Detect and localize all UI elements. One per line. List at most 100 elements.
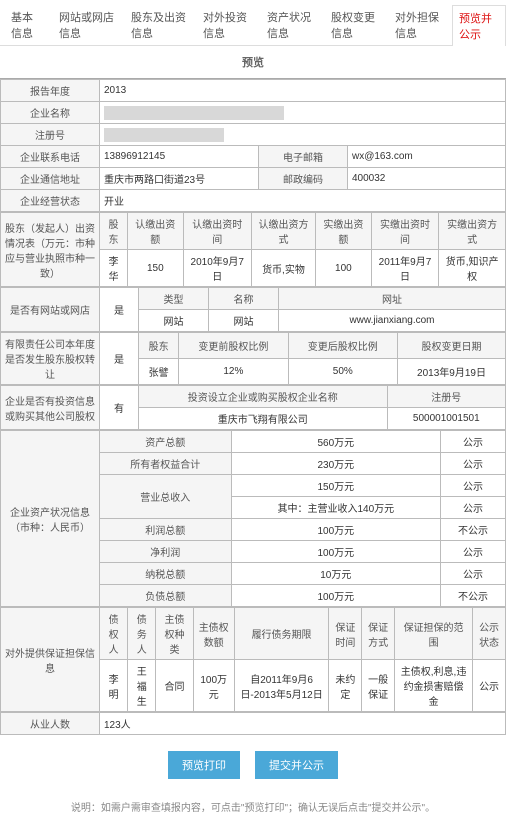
- tab-0[interactable]: 基本信息: [4, 4, 50, 45]
- guarantee-header: 对外提供保证担保信息: [1, 608, 100, 712]
- cell: 100: [316, 250, 372, 287]
- col: 公示状态: [473, 608, 506, 660]
- cell: 自2011年9月6日-2013年5月12日: [234, 660, 329, 712]
- preview-title: 预览: [0, 46, 506, 79]
- assets-row-pub: 公示: [441, 563, 506, 585]
- name-label: 企业名称: [1, 102, 100, 124]
- col: 主债权数额: [193, 608, 234, 660]
- assets-row-label: 纳税总额: [100, 563, 232, 585]
- assets-row-pub: 公示: [441, 431, 506, 453]
- cell: 150: [127, 250, 183, 287]
- col: 股权变更日期: [398, 333, 506, 359]
- col: 认缴出资时间: [183, 213, 251, 250]
- button-bar: 预览打印 提交并公示: [0, 735, 506, 795]
- col: 注册号: [387, 386, 505, 408]
- addr-label: 企业通信地址: [1, 168, 100, 190]
- cell: 网站: [139, 310, 209, 332]
- regno-label: 注册号: [1, 124, 100, 146]
- assets-row-pub: 公示: [441, 497, 506, 519]
- tab-1[interactable]: 网站或网店信息: [52, 4, 122, 45]
- assets-row-pub: 公示: [441, 541, 506, 563]
- col: 类型: [139, 288, 209, 310]
- assets-row-value: 560万元: [231, 431, 440, 453]
- col: 变更前股权比例: [179, 333, 288, 359]
- assets-row-pub: 公示: [441, 453, 506, 475]
- regno-blur: [104, 128, 224, 142]
- equity-header: 有限责任公司本年度是否发生股东股权转让: [1, 333, 100, 385]
- col: 股东: [139, 333, 179, 359]
- assets-header: 企业资产状况信息（市种：人民币）: [1, 431, 100, 607]
- people-value: 123人: [100, 713, 506, 735]
- tab-2[interactable]: 股东及出资信息: [124, 4, 194, 45]
- tab-7[interactable]: 预览并公示: [452, 5, 506, 46]
- zip-label: 邮政编码: [259, 168, 348, 190]
- col: 变更后股权比例: [288, 333, 397, 359]
- people-label: 从业人数: [1, 713, 100, 735]
- cell: 2010年9月7日: [183, 250, 251, 287]
- assets-row-value: 100万元: [231, 519, 440, 541]
- cell: 货币,知识产权: [439, 250, 506, 287]
- col: 债务人: [128, 608, 156, 660]
- phone-value: 13896912145: [100, 146, 259, 168]
- print-button[interactable]: 预览打印: [168, 751, 240, 779]
- cell: 500001001501: [387, 408, 505, 430]
- assets-row-label: 资产总额: [100, 431, 232, 453]
- cell: 李华: [100, 250, 128, 287]
- cell: 2011年9月7日: [371, 250, 438, 287]
- site-header: 是否有网站或网店: [1, 288, 100, 332]
- outinvest-header: 企业是否有投资信息或购买其他公司股权: [1, 386, 100, 430]
- cell: 主债权,利息,违约金损害赔偿金: [394, 660, 472, 712]
- submit-button[interactable]: 提交并公示: [255, 751, 338, 779]
- guarantee-table: 对外提供保证担保信息 债权人债务人主债权种类主债权数额履行债务期限保证时间保证方…: [0, 607, 506, 712]
- cell: 李明: [100, 660, 128, 712]
- assets-row-label: 营业总收入: [100, 475, 232, 519]
- tab-6[interactable]: 对外担保信息: [388, 4, 450, 45]
- col: 投资设立企业或购买股权企业名称: [139, 386, 388, 408]
- people-table: 从业人数123人: [0, 712, 506, 735]
- cell: 货币,实物: [251, 250, 315, 287]
- phone-label: 企业联系电话: [1, 146, 100, 168]
- cell: www.jianxiang.com: [278, 310, 505, 332]
- col: 名称: [208, 288, 278, 310]
- assets-row-pub: 不公示: [441, 585, 506, 607]
- col: 认缴出资额: [127, 213, 183, 250]
- cell: 合同: [156, 660, 193, 712]
- company-name-blur: [104, 106, 284, 120]
- tab-4[interactable]: 资产状况信息: [260, 4, 322, 45]
- assets-row-label: 利润总额: [100, 519, 232, 541]
- cell: 一般保证: [362, 660, 395, 712]
- assets-row-label: 所有者权益合计: [100, 453, 232, 475]
- addr-value: 重庆市两路口街道23号: [100, 168, 259, 190]
- col: 履行债务期限: [234, 608, 329, 660]
- site-value: 是: [100, 288, 139, 332]
- col: 实缴出资时间: [371, 213, 438, 250]
- cell: 王福生: [128, 660, 156, 712]
- equity-table: 有限责任公司本年度是否发生股东股权转让是 股东变更前股权比例变更后股权比例股权变…: [0, 332, 506, 385]
- assets-row-pub: 不公示: [441, 519, 506, 541]
- col: 网址: [278, 288, 505, 310]
- cell: 50%: [288, 359, 397, 385]
- cell: 重庆市飞翔有限公司: [139, 408, 388, 430]
- cell: 100万元: [193, 660, 234, 712]
- assets-row-value: 10万元: [231, 563, 440, 585]
- outinvest-table: 企业是否有投资信息或购买其他公司股权有 投资设立企业或购买股权企业名称注册号 重…: [0, 385, 506, 430]
- status-label: 企业经营状态: [1, 190, 100, 212]
- outinvest-value: 有: [100, 386, 139, 430]
- assets-row-value: 230万元: [231, 453, 440, 475]
- tab-5[interactable]: 股权变更信息: [324, 4, 386, 45]
- col: 保证担保的范围: [394, 608, 472, 660]
- col: 主债权种类: [156, 608, 193, 660]
- invest-header: 股东（发起人）出资情况表（万元：市种应与营业执照市种一致）: [1, 213, 100, 287]
- cell: 未约定: [329, 660, 362, 712]
- col: 实缴出资额: [316, 213, 372, 250]
- email-label: 电子邮箱: [259, 146, 348, 168]
- assets-row-label: 净利润: [100, 541, 232, 563]
- footer-note: 说明：如需户需审查填报内容，可点击"预览打印"；确认无误后点击"提交并公示"。: [0, 795, 506, 824]
- cell: 12%: [179, 359, 288, 385]
- site-table: 是否有网站或网店是 类型名称网址 网站网站www.jianxiang.com: [0, 287, 506, 332]
- tab-3[interactable]: 对外投资信息: [196, 4, 258, 45]
- col: 保证时间: [329, 608, 362, 660]
- tab-bar: 基本信息网站或网店信息股东及出资信息对外投资信息资产状况信息股权变更信息对外担保…: [0, 0, 506, 46]
- zip-value: 400032: [348, 168, 506, 190]
- col: 认缴出资方式: [251, 213, 315, 250]
